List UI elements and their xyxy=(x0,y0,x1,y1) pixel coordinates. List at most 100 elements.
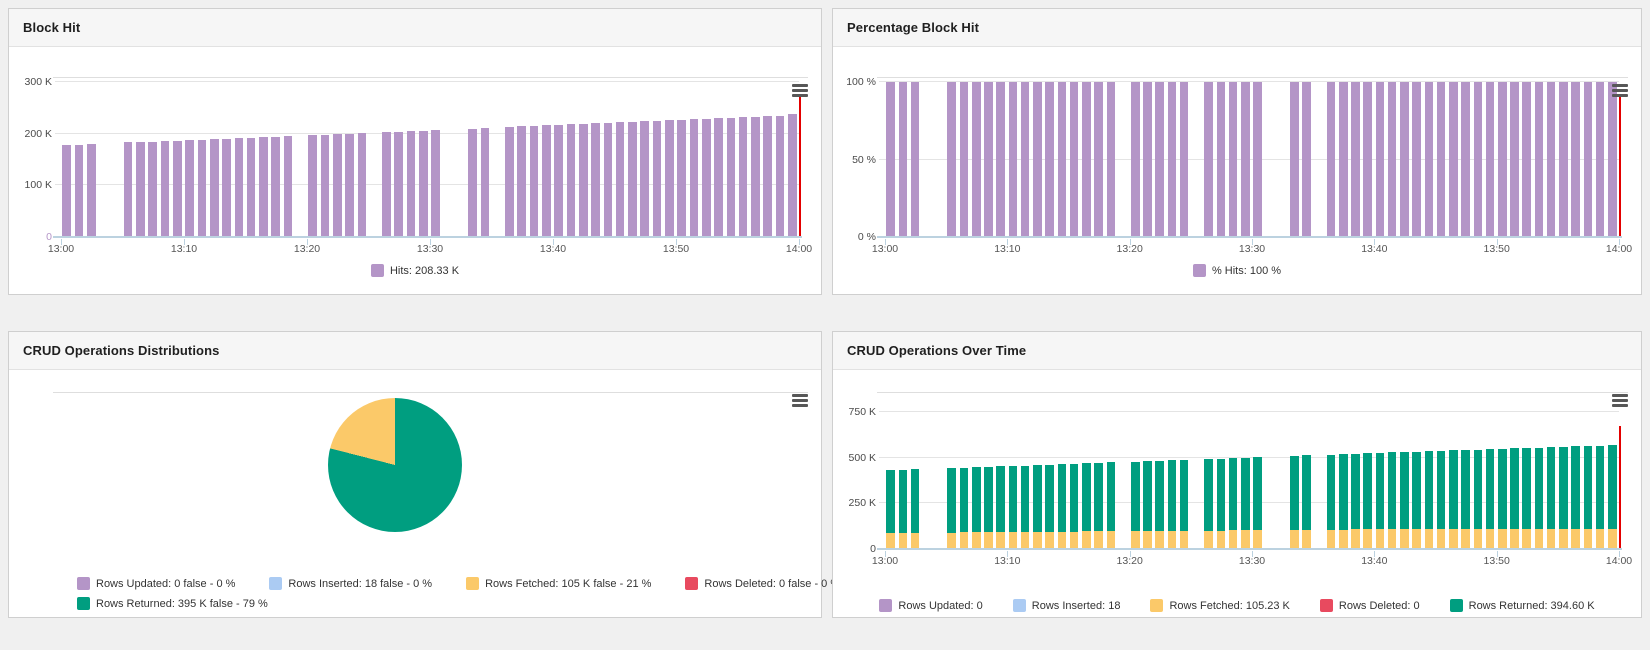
bar-rows-returned[interactable] xyxy=(1522,448,1532,529)
bar-pct-hits[interactable] xyxy=(1595,82,1605,237)
bar-rows-fetched[interactable] xyxy=(898,532,908,549)
bar-rows-fetched[interactable] xyxy=(1387,529,1397,549)
bar-pct-hits[interactable] xyxy=(1473,82,1483,237)
bar-rows-returned[interactable] xyxy=(959,467,969,533)
bar-rows-fetched[interactable] xyxy=(1069,531,1079,549)
bar-pct-hits[interactable] xyxy=(886,82,895,237)
bar-hits[interactable] xyxy=(554,124,563,237)
bar-rows-returned[interactable] xyxy=(1424,451,1434,530)
bar-pct-hits[interactable] xyxy=(1559,82,1568,237)
bar-hits[interactable] xyxy=(529,125,539,237)
bar-rows-returned[interactable] xyxy=(1082,463,1091,532)
bar-hits[interactable] xyxy=(382,132,391,237)
bar-rows-fetched[interactable] xyxy=(1351,529,1360,549)
bar-rows-fetched[interactable] xyxy=(1522,528,1532,549)
bar-hits[interactable] xyxy=(74,144,84,237)
bar-pct-hits[interactable] xyxy=(1485,82,1495,237)
bar-pct-hits[interactable] xyxy=(971,82,981,237)
bar-pct-hits[interactable] xyxy=(1338,82,1348,237)
bar-rows-returned[interactable] xyxy=(1412,451,1421,530)
bar-rows-fetched[interactable] xyxy=(1497,528,1507,549)
bar-rows-returned[interactable] xyxy=(1302,455,1311,530)
bar-pct-hits[interactable] xyxy=(1216,82,1226,237)
bar-hits[interactable] xyxy=(738,117,748,237)
bar-rows-fetched[interactable] xyxy=(1473,528,1483,549)
bar-hits[interactable] xyxy=(406,131,416,237)
bar-rows-returned[interactable] xyxy=(1387,452,1397,530)
bar-rows-returned[interactable] xyxy=(1485,449,1495,529)
bar-rows-returned[interactable] xyxy=(1241,457,1250,531)
bar-rows-fetched[interactable] xyxy=(1375,529,1385,549)
bar-pct-hits[interactable] xyxy=(947,82,957,237)
bar-hits[interactable] xyxy=(320,134,330,237)
bar-rows-returned[interactable] xyxy=(1595,445,1605,529)
bar-rows-fetched[interactable] xyxy=(1510,528,1519,549)
bar-rows-returned[interactable] xyxy=(1045,464,1054,532)
bar-rows-fetched[interactable] xyxy=(1571,528,1580,549)
bar-hits[interactable] xyxy=(419,130,428,237)
bar-rows-fetched[interactable] xyxy=(1338,529,1348,549)
bar-pct-hits[interactable] xyxy=(1069,82,1079,237)
bar-hits[interactable] xyxy=(652,120,662,237)
bar-pct-hits[interactable] xyxy=(1461,82,1470,237)
bar-hits[interactable] xyxy=(542,125,551,237)
bar-hits[interactable] xyxy=(160,141,170,237)
bar-pct-hits[interactable] xyxy=(1375,82,1385,237)
bar-rows-returned[interactable] xyxy=(1351,453,1360,530)
bar-rows-returned[interactable] xyxy=(1228,458,1238,531)
bar-pct-hits[interactable] xyxy=(1094,82,1103,237)
bar-rows-returned[interactable] xyxy=(1400,452,1409,530)
bar-rows-returned[interactable] xyxy=(1179,459,1189,531)
bar-pct-hits[interactable] xyxy=(959,82,969,237)
bar-rows-fetched[interactable] xyxy=(1436,529,1446,549)
bar-rows-returned[interactable] xyxy=(1534,447,1544,529)
bar-hits[interactable] xyxy=(751,116,760,237)
bar-pct-hits[interactable] xyxy=(1497,82,1507,237)
bar-pct-hits[interactable] xyxy=(1130,82,1140,237)
bar-hits[interactable] xyxy=(505,126,514,237)
bar-rows-returned[interactable] xyxy=(996,466,1005,533)
bar-pct-hits[interactable] xyxy=(1253,82,1262,237)
bar-hits[interactable] xyxy=(271,136,281,237)
bar-hits[interactable] xyxy=(591,123,600,237)
bar-hits[interactable] xyxy=(615,122,625,237)
bar-rows-fetched[interactable] xyxy=(1583,528,1593,549)
bar-rows-fetched[interactable] xyxy=(1290,530,1299,549)
bar-rows-returned[interactable] xyxy=(947,468,957,533)
bar-rows-returned[interactable] xyxy=(1559,446,1568,529)
bar-hits[interactable] xyxy=(246,137,256,237)
bar-rows-fetched[interactable] xyxy=(1216,530,1226,549)
bar-rows-fetched[interactable] xyxy=(1449,529,1458,549)
hamburger-menu-icon[interactable] xyxy=(792,84,808,99)
bar-rows-returned[interactable] xyxy=(1167,460,1177,531)
bar-hits[interactable] xyxy=(628,121,637,237)
bar-hits[interactable] xyxy=(603,122,613,237)
bar-rows-fetched[interactable] xyxy=(1241,530,1250,549)
bar-pct-hits[interactable] xyxy=(1363,82,1372,237)
bar-pct-hits[interactable] xyxy=(996,82,1005,237)
bar-rows-returned[interactable] xyxy=(1497,448,1507,529)
bar-rows-returned[interactable] xyxy=(1473,449,1483,529)
bar-rows-returned[interactable] xyxy=(1326,454,1336,530)
bar-rows-fetched[interactable] xyxy=(1546,528,1556,549)
bar-hits[interactable] xyxy=(763,116,773,237)
bar-hits[interactable] xyxy=(431,130,440,237)
bar-rows-fetched[interactable] xyxy=(1424,529,1434,549)
bar-hits[interactable] xyxy=(701,118,711,237)
bar-hits[interactable] xyxy=(86,144,96,237)
bar-rows-returned[interactable] xyxy=(886,470,895,533)
bar-rows-fetched[interactable] xyxy=(1608,528,1617,549)
bar-hits[interactable] xyxy=(357,133,367,237)
bar-rows-fetched[interactable] xyxy=(1559,528,1568,549)
bar-hits[interactable] xyxy=(123,142,133,237)
bar-pct-hits[interactable] xyxy=(1008,82,1018,237)
bar-pct-hits[interactable] xyxy=(1424,82,1434,237)
bar-hits[interactable] xyxy=(259,137,268,237)
bar-hits[interactable] xyxy=(394,131,404,237)
bar-hits[interactable] xyxy=(173,140,182,237)
bar-rows-returned[interactable] xyxy=(1106,462,1116,532)
bar-rows-returned[interactable] xyxy=(1608,445,1617,529)
bar-rows-returned[interactable] xyxy=(1571,446,1580,529)
bar-hits[interactable] xyxy=(578,123,588,237)
bar-rows-fetched[interactable] xyxy=(1363,529,1372,549)
